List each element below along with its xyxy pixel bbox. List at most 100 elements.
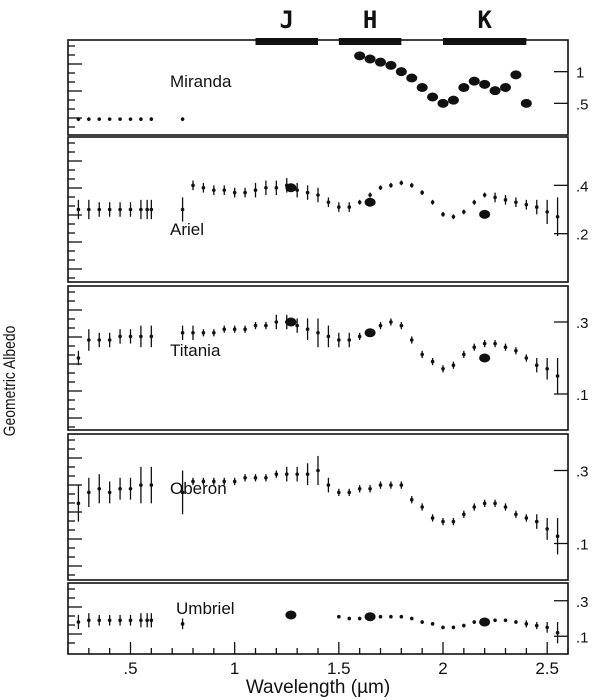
right-tick-label: .3 bbox=[576, 594, 589, 611]
right-tick-label: .5 bbox=[576, 96, 589, 113]
right-tick-label: .2 bbox=[576, 227, 589, 244]
data-point bbox=[534, 519, 539, 524]
data-point bbox=[97, 618, 102, 623]
data-point bbox=[420, 505, 424, 509]
data-point bbox=[305, 190, 310, 195]
data-point bbox=[274, 185, 279, 190]
data-point bbox=[472, 620, 477, 624]
data-point bbox=[430, 516, 435, 520]
data-point bbox=[232, 190, 237, 195]
right-tick-label: .4 bbox=[576, 178, 589, 195]
data-point bbox=[420, 190, 424, 195]
data-point bbox=[222, 479, 227, 484]
photometry-point bbox=[500, 83, 511, 92]
panel-frame bbox=[67, 433, 569, 581]
data-point bbox=[399, 483, 404, 487]
data-point bbox=[357, 200, 362, 205]
data-point bbox=[420, 352, 424, 357]
data-point bbox=[555, 374, 560, 378]
photometry-point bbox=[437, 98, 449, 108]
data-point bbox=[107, 490, 112, 495]
data-point bbox=[180, 622, 185, 626]
data-point bbox=[462, 210, 466, 214]
data-point bbox=[128, 486, 133, 491]
panel-frame bbox=[67, 136, 569, 283]
panel-miranda: 1 .5 Miranda bbox=[67, 39, 589, 136]
data-point bbox=[295, 323, 299, 328]
data-point bbox=[107, 207, 112, 212]
data-point bbox=[232, 479, 237, 484]
data-point bbox=[128, 117, 133, 121]
data-point bbox=[264, 185, 268, 190]
data-point bbox=[347, 490, 352, 495]
band-label-H: H bbox=[363, 6, 377, 34]
panel-name: Miranda bbox=[170, 72, 232, 91]
data-point bbox=[493, 501, 497, 506]
photometry-point bbox=[285, 317, 297, 327]
data-point bbox=[534, 623, 539, 628]
panel-oberon: .3 .1 Oberon bbox=[67, 433, 589, 581]
y-axis-label: Geometric Albedo bbox=[1, 326, 20, 437]
data-point bbox=[409, 338, 414, 342]
data-point bbox=[243, 476, 247, 480]
data-point bbox=[145, 207, 149, 212]
photometry-point bbox=[385, 60, 397, 70]
data-point bbox=[87, 338, 91, 342]
data-point bbox=[149, 334, 154, 339]
data-point bbox=[451, 363, 456, 368]
photometry-point bbox=[364, 612, 376, 622]
right-tick-label: .3 bbox=[576, 315, 589, 332]
band-label-K: K bbox=[477, 6, 492, 34]
data-point bbox=[503, 198, 508, 202]
photometry-point bbox=[447, 95, 459, 105]
photometry-point bbox=[479, 617, 491, 627]
data-point bbox=[337, 205, 341, 209]
data-point bbox=[555, 534, 560, 538]
photometry-point bbox=[364, 328, 376, 338]
data-point bbox=[389, 483, 393, 487]
panel-ariel: .4 .2 Ariel bbox=[67, 136, 589, 283]
data-point bbox=[472, 200, 477, 205]
band-bar-J bbox=[255, 38, 318, 45]
data-point bbox=[514, 512, 518, 517]
panel-name: Titania bbox=[170, 341, 221, 360]
data-point bbox=[462, 352, 466, 357]
photometry-point bbox=[375, 57, 386, 67]
data-point bbox=[76, 207, 81, 212]
data-point bbox=[337, 490, 341, 495]
data-point bbox=[191, 183, 195, 188]
data-point bbox=[212, 331, 216, 335]
data-point bbox=[347, 338, 352, 342]
data-point bbox=[107, 338, 112, 342]
data-point bbox=[482, 341, 487, 346]
data-point bbox=[378, 323, 383, 328]
data-point bbox=[139, 334, 143, 339]
photometry-point bbox=[395, 67, 407, 77]
band-bar-H bbox=[338, 38, 402, 45]
data-point bbox=[357, 486, 362, 491]
data-point bbox=[545, 527, 549, 531]
right-tick-label: .1 bbox=[576, 537, 589, 554]
data-point bbox=[378, 483, 383, 487]
data-point bbox=[441, 367, 445, 371]
data-point bbox=[118, 117, 122, 121]
panel-name: Umbriel bbox=[176, 599, 235, 618]
data-point bbox=[180, 331, 185, 335]
data-point bbox=[87, 207, 91, 212]
data-point bbox=[274, 320, 279, 324]
photometry-point bbox=[479, 209, 491, 219]
data-point bbox=[149, 618, 154, 623]
data-point bbox=[420, 620, 424, 624]
data-point bbox=[243, 190, 247, 195]
data-point bbox=[462, 623, 466, 628]
panels: 1 .5 Miranda .4 .2 Ariel .3 .1 Titania .3 .1 Oberon… bbox=[67, 39, 589, 655]
photometry-point bbox=[285, 610, 297, 620]
data-point bbox=[253, 476, 258, 480]
axes: .5 1 1.5 2 2.5 bbox=[67, 642, 569, 678]
right-tick-label: .1 bbox=[576, 629, 589, 646]
band-label-J: J bbox=[280, 6, 294, 34]
data-point bbox=[149, 483, 154, 487]
data-point bbox=[430, 622, 435, 626]
data-point bbox=[430, 200, 435, 205]
data-point bbox=[118, 207, 122, 212]
